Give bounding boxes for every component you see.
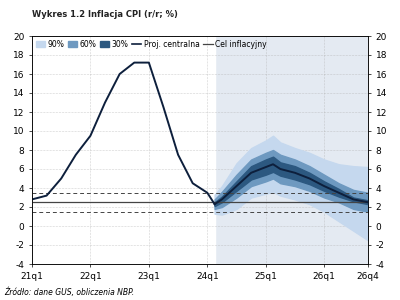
Text: Wykres 1.2 Inflacja CPI (r/r; %): Wykres 1.2 Inflacja CPI (r/r; %) bbox=[32, 10, 178, 19]
Legend: 90%, 60%, 30%, Proj. centralna, Cel inflacyjny: 90%, 60%, 30%, Proj. centralna, Cel infl… bbox=[36, 40, 266, 49]
Text: Źródło: dane GUS, obliczenia NBP.: Źródło: dane GUS, obliczenia NBP. bbox=[4, 287, 134, 297]
Bar bbox=[32, 36, 215, 264]
